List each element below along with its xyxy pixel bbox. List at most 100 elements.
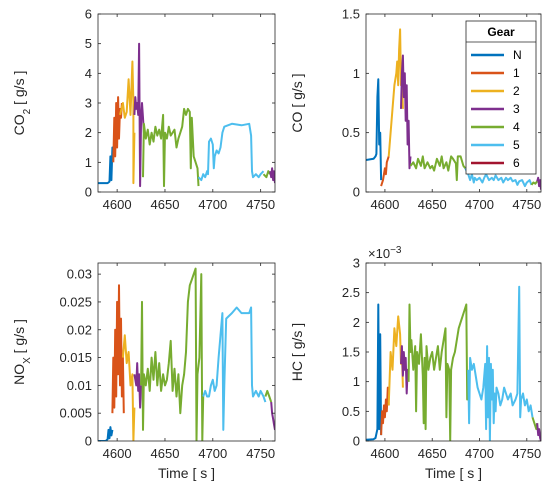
legend-entry-3: 3 <box>471 102 520 116</box>
series-group <box>98 42 275 188</box>
x-tick-label: 4750 <box>512 446 541 461</box>
series-line-gear-5 <box>467 285 534 441</box>
series-line-gear-3 <box>400 345 410 395</box>
y-tick-label: 4 <box>85 66 92 81</box>
y-tick-label: 0.02 <box>67 322 92 337</box>
x-axis-label: Time [ s ] <box>158 465 215 481</box>
x-tick-label: 4650 <box>151 197 180 212</box>
x-tick-label: 4750 <box>246 446 275 461</box>
series-line-gear-3 <box>133 42 145 188</box>
y-axis-exponent-base: ×10 <box>368 246 390 261</box>
series-line-gear-1 <box>380 156 390 187</box>
y-tick-label: 1.5 <box>342 7 360 22</box>
y-tick-label: 0 <box>353 434 360 449</box>
legend-box <box>465 20 537 175</box>
y-tick-label: 1 <box>85 155 92 170</box>
y-tick-label: 0.5 <box>342 125 360 140</box>
series-line-gear-3 <box>270 402 275 431</box>
series-line-gear-N <box>98 146 115 185</box>
y-tick-label: 3 <box>85 96 92 111</box>
y-tick-label: 2 <box>353 315 360 330</box>
y-tick-label: 5 <box>85 36 92 51</box>
legend-entry-4: 4 <box>471 120 520 134</box>
y-axis-label-unit: [ g/s ] <box>289 323 305 361</box>
chart-panel-hc: 4600 4650 4700 4750 0 0.5 1 1.5 2 2.5 3 HC [ g/s ] T… <box>289 245 542 481</box>
y-tick-label: 2 <box>85 125 92 140</box>
x-tick-label: 4600 <box>103 197 132 212</box>
y-axis-label-main: CO <box>11 114 27 135</box>
legend-label: 4 <box>513 120 520 134</box>
y-tick-label: 1 <box>353 374 360 389</box>
y-axis-label-sub: 2 <box>22 108 33 114</box>
series-line-gear-4 <box>140 267 205 441</box>
y-tick-label: 0.5 <box>342 404 360 419</box>
series-line-gear-4 <box>530 180 538 186</box>
series-line-gear-5 <box>202 306 267 431</box>
axes-box <box>365 13 542 193</box>
x-tick-label: 4600 <box>370 446 399 461</box>
series-line-gear-3 <box>536 176 541 190</box>
series-group <box>366 285 541 441</box>
x-tick-label: 4700 <box>465 197 494 212</box>
y-axis-label: CO2 [ g/s ] <box>11 71 33 136</box>
plot-area <box>366 263 541 441</box>
series-line-gear-1 <box>111 284 125 414</box>
series-line-gear-2 <box>119 60 136 185</box>
y-tick-label: 0.015 <box>59 350 92 365</box>
series-group <box>98 267 275 441</box>
series-line-gear-3 <box>133 362 143 409</box>
legend-entry-5: 5 <box>471 138 520 152</box>
x-tick-label: 4650 <box>418 446 447 461</box>
series-line-gear-5 <box>197 122 265 182</box>
series-line-gear-4 <box>264 389 273 403</box>
y-axis-label-sub: X <box>22 357 33 364</box>
x-tick-label: 4700 <box>198 446 227 461</box>
x-tick-label: 4600 <box>370 197 399 212</box>
series-line-gear-3 <box>536 423 541 441</box>
legend: Gear N 1 2 3 4 5 6 <box>465 20 537 175</box>
legend-title: Gear <box>487 25 515 39</box>
x-tick-label: 4700 <box>465 446 494 461</box>
y-axis-label: CO [ g/s ] <box>289 73 305 132</box>
y-tick-label: 2.5 <box>342 285 360 300</box>
y-tick-label: 0 <box>85 185 92 200</box>
x-tick-label: 4700 <box>198 197 227 212</box>
y-axis-label-unit: [ g/s ] <box>11 319 27 357</box>
series-line-gear-4 <box>262 170 272 179</box>
legend-label: 6 <box>513 156 520 170</box>
y-tick-label: 0 <box>85 434 92 449</box>
series-line-gear-4 <box>142 107 200 188</box>
legend-entry-1: 1 <box>471 66 520 80</box>
y-axis-label-unit: [ g/s ] <box>11 71 27 109</box>
y-tick-label: 0.03 <box>67 267 92 282</box>
series-group <box>366 28 541 190</box>
legend-label: 2 <box>513 84 520 98</box>
x-tick-label: 4650 <box>151 446 180 461</box>
series-line-gear-4 <box>409 155 467 182</box>
y-tick-label: 0.025 <box>59 294 92 309</box>
plot-area <box>98 14 275 192</box>
y-axis-label: HC [ g/s ] <box>289 323 305 381</box>
x-tick-label: 4600 <box>103 446 132 461</box>
x-tick-label: 4650 <box>418 197 447 212</box>
y-axis-label-main: HC <box>289 361 305 381</box>
y-axis-exponent-power: −3 <box>390 245 402 256</box>
y-axis-label: NOX [ g/s ] <box>11 319 33 385</box>
y-axis-exponent: ×10−3 <box>368 245 402 262</box>
y-tick-label: 0.005 <box>59 406 92 421</box>
y-tick-label: 1.5 <box>342 345 360 360</box>
axes-box <box>97 262 276 442</box>
y-axis-label-unit: [ g/s ] <box>289 73 305 111</box>
legend-label: 1 <box>513 66 520 80</box>
series-line-gear-2 <box>121 334 136 441</box>
y-tick-label: 0.01 <box>67 378 92 393</box>
series-line-gear-N <box>366 78 383 181</box>
y-tick-label: 6 <box>85 7 92 22</box>
series-line-gear-4 <box>407 303 470 441</box>
y-axis-label-main: CO <box>289 111 305 132</box>
x-tick-label: 4750 <box>246 197 275 212</box>
chart-panel-nox: 4600 4650 4700 4750 0 0.005 0.01 0.015 0.02 0.025… <box>11 262 276 481</box>
series-line-gear-5 <box>464 167 533 188</box>
